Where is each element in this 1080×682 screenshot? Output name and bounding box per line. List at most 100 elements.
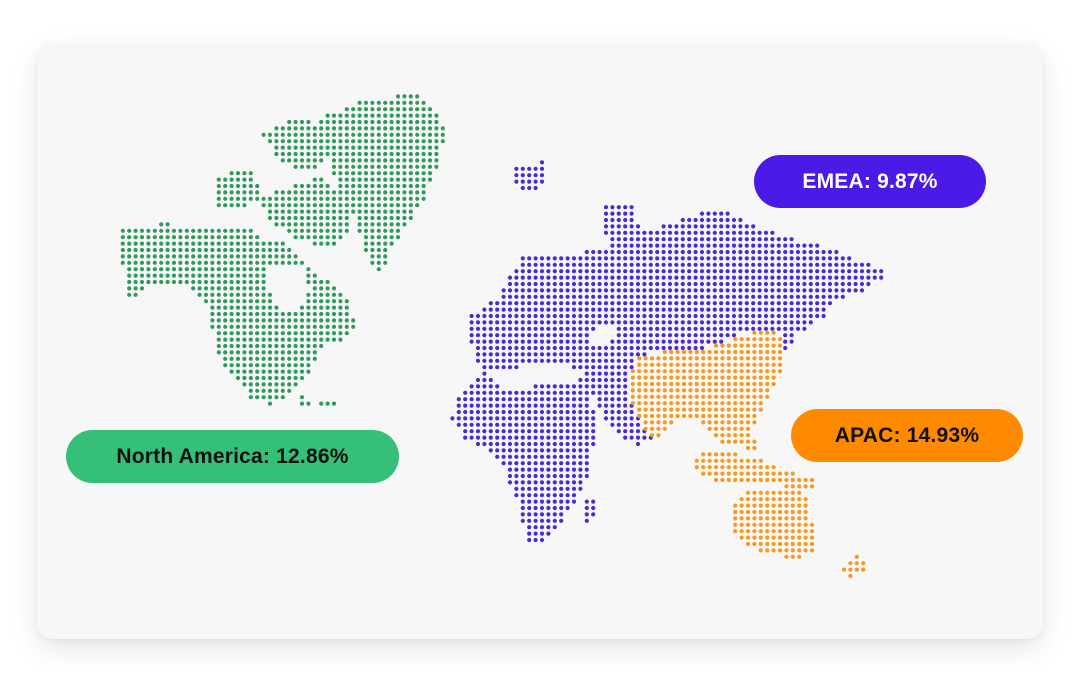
- map-dot: [725, 288, 730, 293]
- map-dot: [694, 356, 699, 361]
- map-dot: [726, 381, 731, 387]
- map-dot: [751, 243, 756, 248]
- map-dot: [216, 318, 221, 323]
- map-dot: [565, 352, 570, 357]
- map-dot: [662, 407, 667, 412]
- map-dot: [482, 333, 487, 338]
- map-dot: [539, 358, 545, 363]
- map-dot: [248, 356, 253, 361]
- map-dot: [712, 269, 717, 274]
- map-dot: [739, 433, 744, 438]
- map-dot: [469, 409, 474, 415]
- map-dot: [719, 243, 724, 248]
- map-dot: [325, 132, 330, 137]
- map-dot: [210, 247, 215, 253]
- map-dot: [712, 288, 717, 293]
- map-dot: [597, 403, 602, 408]
- map-dot: [610, 211, 615, 216]
- map-dot: [235, 241, 241, 246]
- map-dot: [482, 397, 487, 402]
- map-dot: [527, 518, 532, 523]
- map-dot: [681, 381, 687, 387]
- map-dot: [649, 388, 655, 393]
- map-dot: [533, 441, 538, 447]
- map-dot: [739, 471, 744, 476]
- map-dot: [699, 313, 705, 319]
- map-dot: [495, 333, 500, 338]
- map-dot: [739, 343, 744, 348]
- map-dot: [752, 401, 757, 406]
- map-dot: [674, 243, 679, 248]
- map-dot: [623, 288, 628, 293]
- map-dot: [725, 333, 730, 338]
- map-dot: [331, 318, 337, 323]
- map-dot: [325, 119, 330, 125]
- map-dot: [783, 275, 788, 280]
- map-dot: [383, 100, 388, 105]
- map-dot: [533, 313, 538, 319]
- map-dot: [623, 358, 628, 363]
- map-dot: [757, 288, 762, 293]
- map-dot: [501, 313, 506, 319]
- map-dot: [319, 158, 324, 163]
- map-dot: [751, 224, 756, 229]
- map-dot: [520, 518, 525, 523]
- map-dot: [688, 401, 693, 406]
- map-dot: [376, 254, 381, 259]
- map-dot: [229, 337, 234, 342]
- map-dot: [706, 262, 711, 267]
- map-dot: [287, 151, 292, 157]
- map-dot: [376, 126, 381, 131]
- map-dot: [527, 499, 532, 504]
- map-dot: [229, 299, 234, 304]
- map-dot: [643, 388, 648, 393]
- map-dot: [731, 269, 737, 274]
- map-dot: [765, 349, 770, 355]
- map-dot: [376, 196, 381, 201]
- map-dot: [331, 126, 337, 131]
- map-dot: [325, 299, 330, 304]
- map-dot: [738, 230, 743, 235]
- map-dot: [331, 151, 337, 157]
- map-dot: [693, 294, 698, 299]
- map-dot: [507, 409, 513, 415]
- map-dot: [552, 461, 557, 466]
- map-dot: [578, 333, 583, 338]
- map-dot: [629, 288, 634, 293]
- map-dot: [376, 151, 381, 157]
- map-dot: [325, 228, 330, 233]
- map-dot: [351, 177, 356, 182]
- map-dot: [242, 177, 247, 182]
- map-dot: [578, 358, 583, 363]
- map-dot: [293, 254, 298, 259]
- map-dot: [578, 301, 583, 306]
- map-dot: [434, 164, 439, 169]
- map-dot: [539, 409, 545, 415]
- map-dot: [745, 375, 751, 380]
- map-dot: [758, 330, 763, 335]
- map-dot: [603, 313, 609, 319]
- map-dot: [287, 337, 292, 342]
- map-dot: [571, 448, 577, 453]
- map-dot: [408, 119, 413, 125]
- map-dot: [267, 363, 273, 368]
- map-dot: [591, 512, 596, 517]
- map-dot: [133, 247, 138, 253]
- map-dot: [520, 480, 525, 485]
- map-dot: [533, 409, 538, 415]
- map-dot: [584, 416, 589, 421]
- map-dot: [475, 313, 481, 319]
- map-dot: [688, 407, 693, 412]
- map-dot: [635, 237, 641, 242]
- map-dot: [758, 362, 763, 367]
- map-dot: [427, 151, 433, 157]
- map-dot: [351, 113, 356, 118]
- map-dot: [338, 311, 343, 317]
- map-dot: [415, 171, 420, 176]
- map-dot: [527, 480, 532, 485]
- map-dot: [771, 503, 776, 508]
- map-dot: [299, 228, 305, 233]
- map-dot: [421, 177, 426, 182]
- map-dot: [325, 311, 330, 317]
- map-dot: [165, 235, 170, 240]
